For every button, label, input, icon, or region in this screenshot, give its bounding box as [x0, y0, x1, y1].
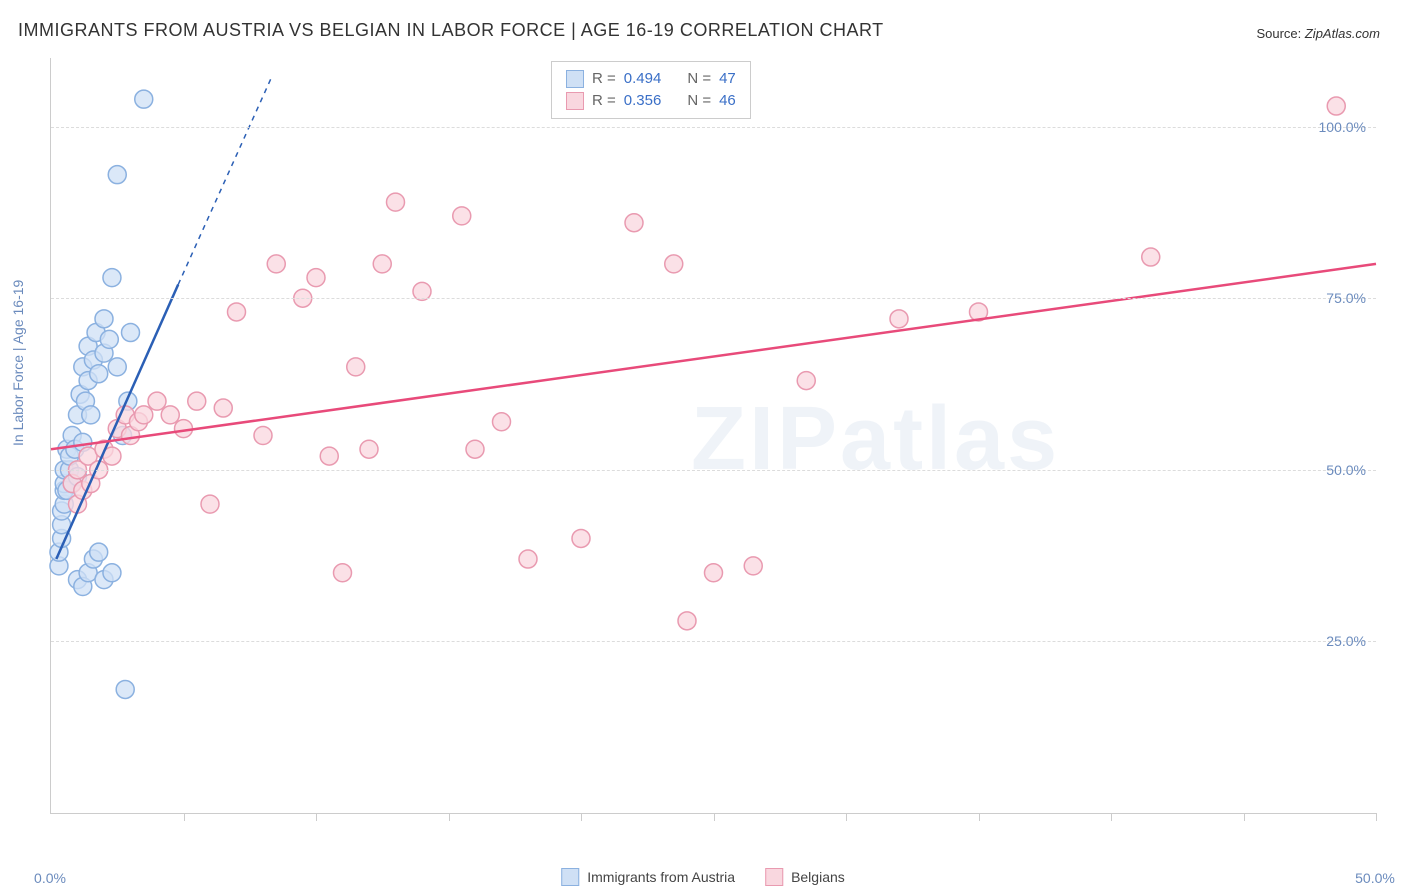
data-point-austria	[122, 324, 140, 342]
data-point-belgians	[572, 529, 590, 547]
n-label: N =	[687, 90, 711, 112]
data-point-belgians	[1327, 97, 1345, 115]
data-point-belgians	[347, 358, 365, 376]
y-tick-label: 75.0%	[1326, 290, 1366, 306]
y-axis-label: In Labor Force | Age 16-19	[10, 280, 26, 446]
data-point-belgians	[373, 255, 391, 273]
data-point-belgians	[201, 495, 219, 513]
data-point-belgians	[519, 550, 537, 568]
r-value-belgians: 0.356	[624, 90, 662, 112]
scatter-plot: ZIPatlas R = 0.494 N = 47 R = 0.356 N = …	[50, 58, 1376, 814]
legend-row-belgians: R = 0.356 N = 46	[566, 90, 736, 112]
data-point-austria	[135, 90, 153, 108]
data-point-belgians	[267, 255, 285, 273]
n-value-austria: 47	[719, 68, 736, 90]
legend-item-austria: Immigrants from Austria	[561, 868, 735, 886]
source-attribution: Source: ZipAtlas.com	[1256, 26, 1380, 41]
chart-title: IMMIGRANTS FROM AUSTRIA VS BELGIAN IN LA…	[18, 20, 884, 41]
data-point-belgians	[493, 413, 511, 431]
n-value-belgians: 46	[719, 90, 736, 112]
data-point-belgians	[705, 564, 723, 582]
r-label: R =	[592, 68, 616, 90]
source-link[interactable]: ZipAtlas.com	[1305, 26, 1380, 41]
data-point-belgians	[135, 406, 153, 424]
data-point-belgians	[678, 612, 696, 630]
trend-line-extrapolated-austria	[178, 79, 271, 285]
r-value-austria: 0.494	[624, 68, 662, 90]
correlation-legend: R = 0.494 N = 47 R = 0.356 N = 46	[551, 61, 751, 119]
r-label: R =	[592, 90, 616, 112]
series-legend: Immigrants from Austria Belgians	[561, 868, 845, 886]
chart-svg	[51, 58, 1376, 813]
data-point-belgians	[453, 207, 471, 225]
data-point-austria	[108, 166, 126, 184]
data-point-belgians	[360, 440, 378, 458]
legend-swatch-icon	[765, 868, 783, 886]
data-point-austria	[116, 680, 134, 698]
y-tick-label: 25.0%	[1326, 633, 1366, 649]
data-point-austria	[90, 365, 108, 383]
legend-item-belgians: Belgians	[765, 868, 845, 886]
n-label: N =	[687, 68, 711, 90]
source-prefix: Source:	[1256, 26, 1304, 41]
data-point-belgians	[161, 406, 179, 424]
data-point-belgians	[890, 310, 908, 328]
data-point-austria	[108, 358, 126, 376]
data-point-belgians	[466, 440, 484, 458]
data-point-austria	[90, 543, 108, 561]
data-point-austria	[103, 564, 121, 582]
data-point-belgians	[797, 372, 815, 390]
x-axis-label-min: 0.0%	[34, 870, 66, 886]
data-point-belgians	[665, 255, 683, 273]
data-point-belgians	[1142, 248, 1160, 266]
data-point-belgians	[334, 564, 352, 582]
legend-label-austria: Immigrants from Austria	[587, 869, 735, 885]
data-point-austria	[103, 269, 121, 287]
legend-label-belgians: Belgians	[791, 869, 845, 885]
data-point-belgians	[148, 392, 166, 410]
y-tick-label: 50.0%	[1326, 462, 1366, 478]
x-axis-label-max: 50.0%	[1355, 870, 1395, 886]
legend-swatch-icon	[561, 868, 579, 886]
data-point-belgians	[744, 557, 762, 575]
legend-swatch-austria	[566, 70, 584, 88]
legend-row-austria: R = 0.494 N = 47	[566, 68, 736, 90]
data-point-belgians	[387, 193, 405, 211]
data-point-austria	[95, 310, 113, 328]
data-point-belgians	[188, 392, 206, 410]
trend-line-belgians	[51, 264, 1376, 449]
data-point-belgians	[214, 399, 232, 417]
data-point-belgians	[254, 427, 272, 445]
data-point-austria	[82, 406, 100, 424]
data-point-belgians	[320, 447, 338, 465]
data-point-austria	[100, 330, 118, 348]
y-tick-label: 100.0%	[1319, 119, 1366, 135]
data-point-belgians	[625, 214, 643, 232]
legend-swatch-belgians	[566, 92, 584, 110]
data-point-belgians	[307, 269, 325, 287]
data-point-belgians	[228, 303, 246, 321]
